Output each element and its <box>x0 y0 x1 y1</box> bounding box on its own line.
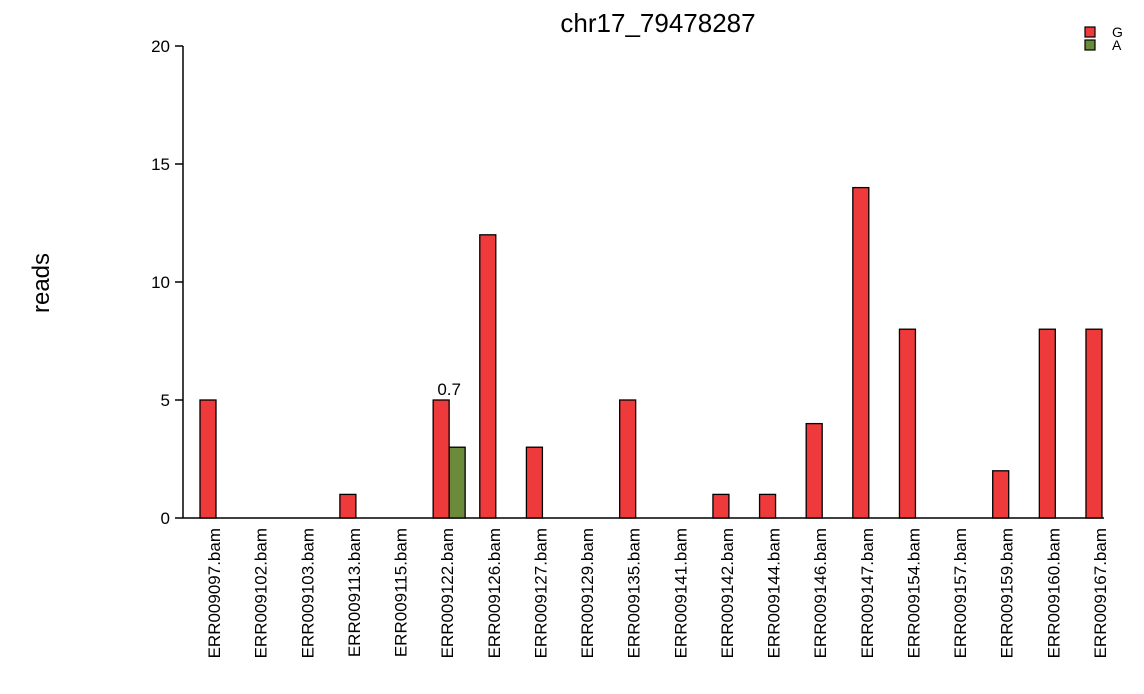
y-tick-label: 15 <box>151 155 170 174</box>
y-tick-label: 0 <box>161 509 170 528</box>
legend-label: G <box>1112 24 1123 40</box>
bar-G <box>805 422 823 519</box>
legend: GA <box>1084 24 1123 53</box>
x-tick-label: ERR009102.bam <box>252 528 271 658</box>
x-tick-label: ERR009142.bam <box>718 528 737 658</box>
bar-G <box>432 399 450 519</box>
x-tick-label: ERR009154.bam <box>904 528 923 658</box>
bar-G <box>619 399 637 519</box>
y-tick-label: 5 <box>161 391 170 410</box>
chart-title: chr17_79478287 <box>560 8 755 38</box>
bars <box>199 186 1103 519</box>
x-tick-label: ERR009141.bam <box>671 528 690 658</box>
x-tick-label: ERR009113.bam <box>345 528 364 657</box>
bar-G <box>1085 328 1103 519</box>
y-tick-label: 10 <box>151 273 170 292</box>
bar-G <box>339 493 357 519</box>
x-tick-label: ERR009097.bam <box>205 528 224 658</box>
x-tick-label: ERR009159.bam <box>998 528 1017 658</box>
x-tick-label: ERR009135.bam <box>625 528 644 658</box>
bar-G <box>525 446 544 519</box>
legend-swatch-A <box>1084 39 1096 51</box>
bar-annotation: 0.7 <box>437 380 461 399</box>
bar-G <box>898 328 917 519</box>
axes <box>175 45 1104 519</box>
bar-G <box>1038 328 1056 519</box>
x-tick-label: ERR009129.bam <box>578 528 597 658</box>
x-tick-label: ERR009157.bam <box>951 528 970 658</box>
bar-G <box>992 470 1010 519</box>
bar-A <box>448 446 466 519</box>
legend-label: A <box>1112 37 1122 53</box>
x-tick-label: ERR009167.bam <box>1091 528 1110 658</box>
x-tick-label: ERR009127.bam <box>531 528 550 658</box>
x-tick-label: ERR009103.bam <box>298 528 317 658</box>
bar-G <box>199 399 217 519</box>
y-axis-label: reads <box>28 253 55 313</box>
x-tick-label: ERR009160.bam <box>1044 528 1063 658</box>
x-tick-label: ERR009146.bam <box>811 528 830 658</box>
x-tick-label: ERR009122.bam <box>438 528 457 658</box>
bar-G <box>712 493 730 519</box>
bar-G <box>758 493 777 519</box>
y-tick-label: 20 <box>151 37 170 56</box>
bar-G <box>479 234 497 519</box>
x-tick-label: ERR009144.bam <box>765 528 784 658</box>
legend-swatch-G <box>1084 26 1096 38</box>
bar-G <box>852 186 870 519</box>
x-tick-label: ERR009115.bam <box>392 528 411 657</box>
x-tick-label: ERR009147.bam <box>858 528 877 658</box>
labels: 0 5 10 15 20 ERR009097.bam ERR009102.bam ERR009… <box>151 37 1110 658</box>
x-tick-label: ERR009126.bam <box>485 528 504 658</box>
